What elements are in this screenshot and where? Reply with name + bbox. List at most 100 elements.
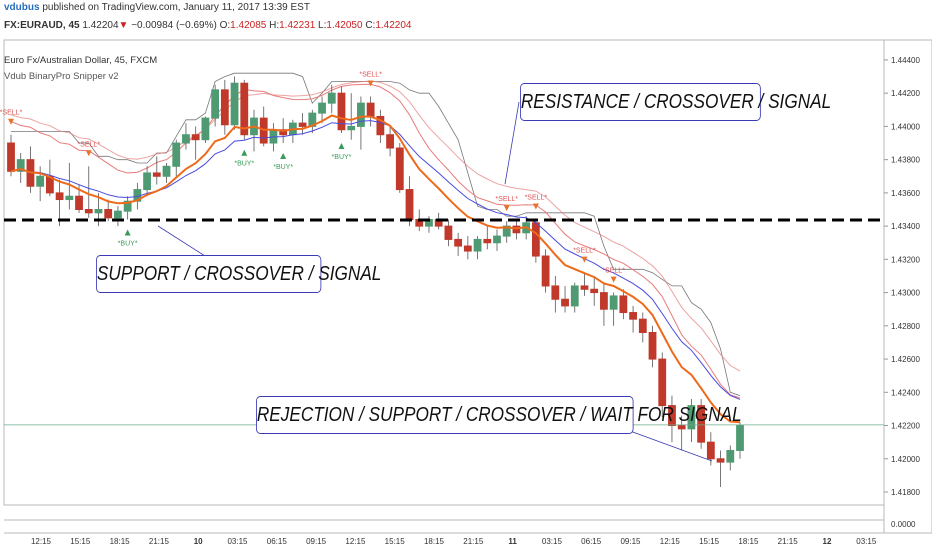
callout-rejection: REJECTION / SUPPORT / CROSSOVER / WAIT F… bbox=[256, 396, 742, 434]
time-tick-label: 11 bbox=[508, 537, 517, 546]
signal-label: *BUY* bbox=[118, 240, 138, 247]
time-tick-label: 03:15 bbox=[227, 537, 248, 546]
candle-body bbox=[726, 449, 735, 463]
candle-body bbox=[638, 318, 647, 333]
candle-body bbox=[104, 209, 113, 219]
candle-body bbox=[483, 238, 492, 244]
candle-body bbox=[512, 225, 521, 234]
candle-body bbox=[123, 200, 132, 212]
candle-body bbox=[697, 405, 706, 443]
author-link[interactable]: vdubus bbox=[4, 2, 40, 13]
price-tick-label: 1.43600 bbox=[891, 189, 920, 198]
candle-body bbox=[473, 238, 482, 252]
time-tick-label: 09:15 bbox=[306, 537, 327, 546]
ema-slow-line bbox=[10, 120, 741, 400]
candle-body bbox=[658, 358, 667, 407]
down-arrow-icon: ▼ bbox=[118, 20, 129, 31]
time-tick-label: 12 bbox=[823, 537, 832, 546]
candle-body bbox=[318, 102, 326, 114]
candle-body bbox=[706, 441, 715, 460]
candle-body bbox=[600, 292, 608, 310]
candle-body bbox=[502, 225, 511, 237]
candle-body bbox=[541, 255, 550, 287]
candle-body bbox=[152, 172, 161, 177]
candle-body bbox=[75, 195, 83, 211]
price-tick-label: 1.43800 bbox=[891, 156, 920, 165]
change-value: −0.00984 (−0.69%) bbox=[131, 20, 217, 31]
ohlc-legend: FX:EURAUD, 45 1.42204▼ −0.00984 (−0.69%)… bbox=[4, 20, 411, 31]
open-value: 1.42085 bbox=[230, 20, 267, 31]
candle-body bbox=[716, 458, 725, 463]
outer-band-line bbox=[10, 80, 741, 372]
candle-body bbox=[590, 288, 599, 294]
time-tick-label: 18:15 bbox=[424, 537, 445, 546]
candle-body bbox=[629, 312, 637, 320]
signal-label: *SELL* bbox=[602, 268, 625, 275]
candle-body bbox=[55, 192, 64, 201]
time-tick-label: 21:15 bbox=[149, 537, 170, 546]
publish-text: published on TradingView.com, January 11… bbox=[42, 2, 310, 13]
price-tick-label: 1.42600 bbox=[891, 355, 920, 364]
candle-body bbox=[279, 129, 288, 136]
candle-body bbox=[405, 189, 414, 220]
rejection-pointer-line bbox=[629, 430, 713, 462]
candle-body bbox=[570, 285, 579, 307]
candle-body bbox=[298, 122, 307, 127]
candle-body bbox=[182, 134, 190, 144]
buy-arrow-icon bbox=[338, 143, 345, 150]
candle-body bbox=[648, 331, 657, 360]
indicator-bands bbox=[10, 72, 741, 399]
buy-arrow-icon bbox=[241, 149, 248, 156]
candle-body bbox=[357, 102, 365, 127]
price-axis: 1.44400 1.44200 1.44000 1.43800 1.43600 1.434… bbox=[883, 39, 932, 534]
price-tick-label: 1.41800 bbox=[891, 488, 920, 497]
candle-body bbox=[65, 195, 74, 201]
price-tick-label: 1.42200 bbox=[891, 422, 920, 431]
signal-label: *BUY* bbox=[273, 164, 293, 171]
low-label: L: bbox=[318, 20, 327, 31]
time-tick-label: 21:15 bbox=[778, 537, 799, 546]
price-tick-label: 1.43200 bbox=[891, 255, 920, 264]
time-tick-label: 09:15 bbox=[620, 537, 641, 546]
buy-arrow-icon bbox=[280, 153, 287, 160]
buy-arrow-icon bbox=[124, 229, 131, 236]
candle-body bbox=[619, 295, 628, 314]
resistance-pointer-line bbox=[504, 101, 520, 185]
time-tick-label: 12:15 bbox=[31, 537, 52, 546]
candle-body bbox=[347, 125, 356, 131]
support-pointer-line bbox=[157, 225, 206, 257]
candle-body bbox=[551, 285, 560, 300]
candle-body bbox=[677, 425, 686, 430]
candle-body bbox=[463, 245, 472, 252]
time-tick-label: 03:15 bbox=[856, 537, 877, 546]
time-tick-label: 10 bbox=[194, 537, 203, 546]
signal-label: *SELL* bbox=[0, 110, 23, 117]
signal-label: *SELL* bbox=[77, 141, 100, 148]
candle-body bbox=[444, 225, 453, 240]
time-tick-label: 18:15 bbox=[738, 537, 759, 546]
ema-fast-line bbox=[10, 114, 741, 424]
instrument-title: Euro Fx/Australian Dollar, 45, FXCM bbox=[4, 55, 158, 66]
indicator-title[interactable]: Vdub BinaryPro Snipper v2 bbox=[4, 71, 119, 82]
time-tick-label: 06:15 bbox=[581, 537, 602, 546]
candle-body bbox=[736, 425, 744, 451]
candle-body bbox=[162, 165, 171, 177]
candle-body bbox=[172, 142, 181, 167]
time-axis: 12:15 15:15 18:15 21:15 10 03:15 06:15 09:15 12:… bbox=[4, 532, 884, 546]
candle-body bbox=[376, 115, 385, 136]
sell-arrow-icon bbox=[532, 203, 539, 210]
upper-band-line bbox=[10, 83, 741, 399]
candle-body bbox=[191, 134, 200, 141]
last-price: 1.42204 bbox=[82, 20, 119, 31]
sell-arrow-icon bbox=[367, 80, 374, 87]
candle-body bbox=[366, 102, 375, 117]
signal-label: *BUY* bbox=[332, 154, 352, 161]
candle-body bbox=[531, 222, 540, 257]
time-tick-label: 06:15 bbox=[267, 537, 288, 546]
price-tick-label: 1.42800 bbox=[891, 322, 920, 331]
price-tick-label: 1.44400 bbox=[891, 56, 920, 65]
candle-body bbox=[7, 142, 15, 172]
callout-resistance: RESISTANCE / CROSSOVER / SIGNAL bbox=[520, 83, 831, 121]
time-tick-label: 15:15 bbox=[699, 537, 720, 546]
